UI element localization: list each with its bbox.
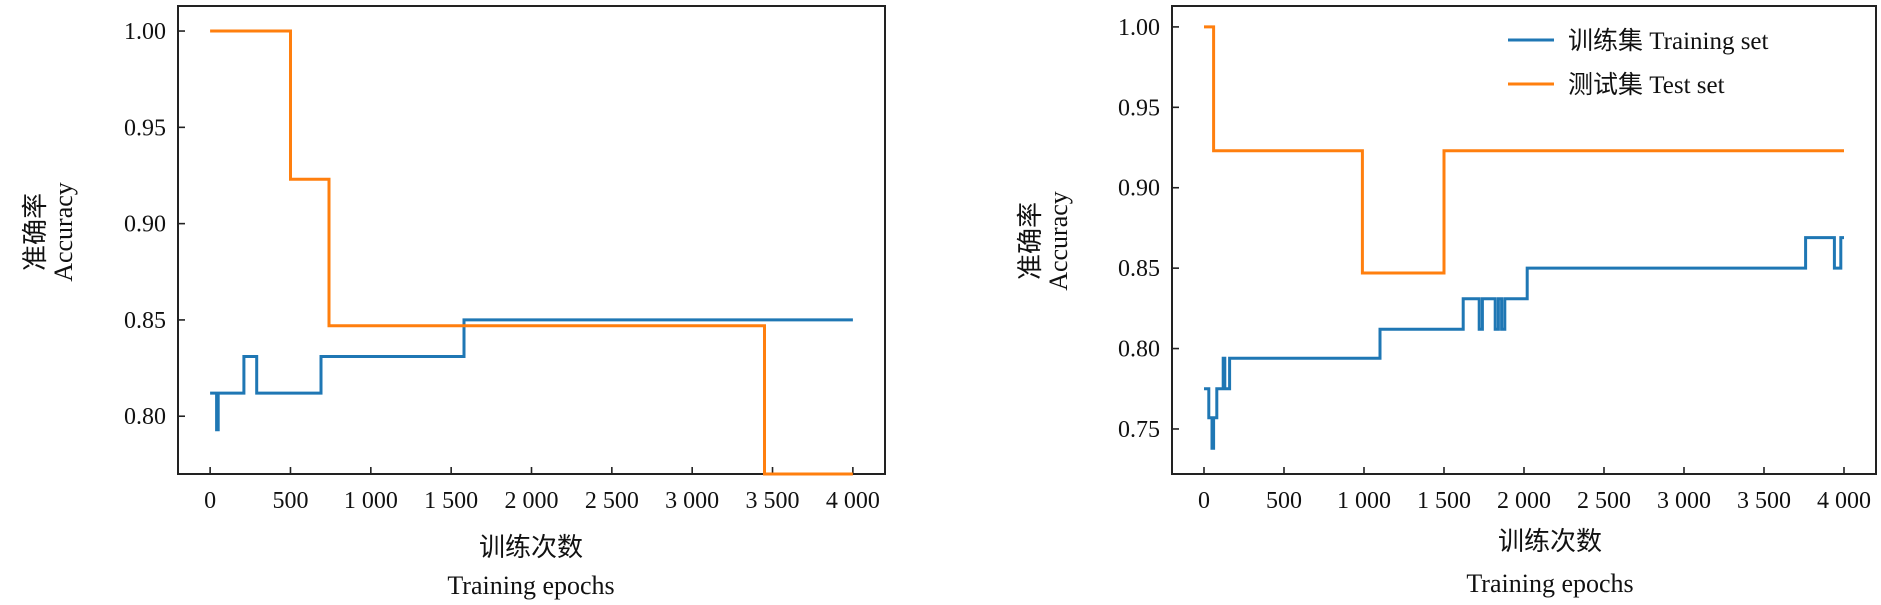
x-tick-label: 1 000 (1337, 488, 1391, 514)
x-tick-label: 1 000 (344, 488, 398, 514)
y-tick-label: 0.90 (1118, 176, 1160, 202)
legend-entry: 训练集 Training set (1568, 27, 1769, 55)
y-tick-label: 1.00 (1118, 15, 1160, 41)
plot-frame (177, 5, 886, 475)
x-tick-label: 0 (1198, 488, 1210, 514)
legend-entry: 测试集 Test set (1568, 71, 1725, 99)
x-tick-label: 4 000 (826, 488, 880, 514)
x-tick-label: 2 500 (1577, 488, 1631, 514)
y-axis-label: 准确率 Accuracy (21, 182, 78, 282)
x-axis-label-en: Training epochs (447, 571, 614, 600)
x-tick-label: 2 000 (1497, 488, 1551, 514)
series-line-training (1204, 236, 1844, 450)
x-tick-label: 3 500 (746, 488, 800, 514)
x-axis-label-cn: 训练次数 (479, 533, 583, 562)
x-axis-label-cn: 训练次数 (1498, 527, 1602, 556)
x-axis-label-en: Training epochs (1466, 569, 1633, 598)
x-tick-label: 500 (272, 488, 308, 514)
y-tick-label: 0.95 (124, 115, 166, 141)
x-tick-label: 1 500 (1417, 488, 1471, 514)
x-tick-label: 4 000 (1817, 488, 1871, 514)
x-tick-label: 0 (204, 488, 216, 514)
x-tick-label: 2 000 (505, 488, 559, 514)
y-tick-label: 0.85 (1118, 256, 1160, 282)
series-line-test (210, 29, 853, 476)
chart-1: 0 500 1 000 1 500 2 000 2 500 3 000 3 500 4 000 0… (21, 5, 886, 600)
y-axis-label: 准确率 Accuracy (1016, 191, 1073, 291)
x-tick-label: 1 500 (424, 488, 478, 514)
y-tick-label: 0.85 (124, 308, 166, 334)
x-tick-label: 3 500 (1737, 488, 1791, 514)
series-line-test (1204, 25, 1844, 275)
y-axis-label-en: Accuracy (1044, 191, 1073, 291)
chart-2: 0 500 1 000 1 500 2 000 2 500 3 000 3 500 4 000 0… (1016, 5, 1877, 598)
plot-frame (1171, 5, 1877, 475)
x-tick-label: 500 (1266, 488, 1302, 514)
y-tick-label: 0.95 (1118, 95, 1160, 121)
y-tick-label: 0.90 (124, 212, 166, 238)
y-axis-label-en: Accuracy (49, 182, 78, 282)
y-tick-label: 0.80 (1118, 337, 1160, 363)
x-tick-label: 2 500 (585, 488, 639, 514)
x-tick-label: 3 000 (1657, 488, 1711, 514)
y-axis-label-cn: 准确率 (1016, 202, 1045, 280)
y-tick-label: 0.80 (124, 404, 166, 430)
series-line-training (210, 318, 853, 432)
y-tick-label: 0.75 (1118, 417, 1160, 443)
x-tick-label: 3 000 (665, 488, 719, 514)
y-tick-label: 1.00 (124, 19, 166, 45)
legend: 训练集 Training set 测试集 Test set (1508, 27, 1769, 99)
y-axis-label-cn: 准确率 (21, 193, 50, 271)
